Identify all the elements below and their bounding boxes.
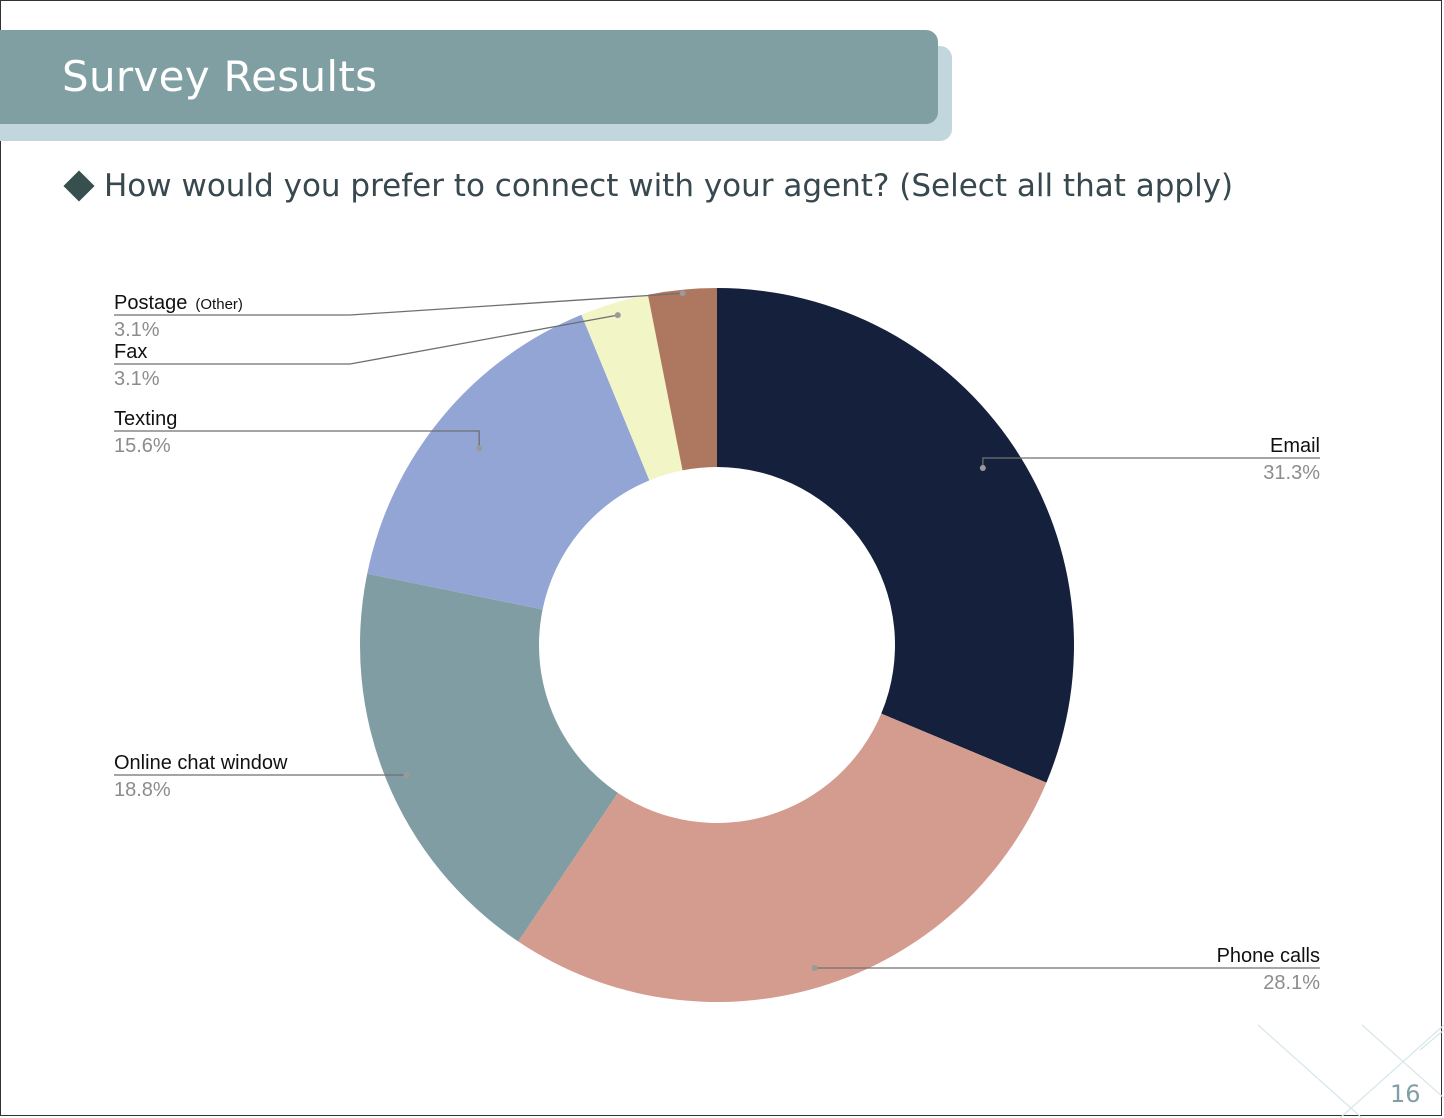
category-note-postage: (Other) [195, 296, 243, 313]
title-banner [0, 30, 938, 124]
page-number: 16 [1390, 1080, 1421, 1108]
leader-dot-email [979, 464, 986, 471]
leader-dot-phone-calls [811, 965, 818, 971]
category-label-phone-calls: Phone calls [1217, 945, 1320, 967]
leader-dot-texting [476, 445, 483, 452]
leader-dot-postage [679, 290, 686, 297]
value-label-online-chat-window: 18.8% [114, 779, 171, 801]
category-name-phone-calls: Phone calls [1217, 945, 1320, 967]
category-name-online-chat-window: Online chat window [114, 752, 288, 774]
category-label-fax: Fax [114, 341, 147, 363]
leader-line-texting [114, 430, 480, 449]
slice-texting [367, 314, 650, 610]
leader-dot-online-chat-window [403, 772, 410, 778]
slice-postage [647, 288, 717, 471]
value-label-postage: 3.1% [114, 319, 160, 341]
category-label-email: Email [1270, 435, 1320, 457]
leader-line-postage [114, 292, 683, 316]
leader-line-email [982, 457, 1320, 468]
category-name-fax: Fax [114, 341, 147, 363]
slide-title: Survey Results [62, 52, 378, 101]
leader-line-fax [114, 314, 618, 365]
value-label-phone-calls: 28.1% [1263, 972, 1320, 994]
slice-phone-calls [518, 713, 1047, 1002]
category-name-email: Email [1270, 435, 1320, 457]
slice-online-chat-window [359, 573, 618, 942]
leader-dot-fax [614, 312, 621, 319]
category-label-online-chat-window: Online chat window [114, 752, 288, 774]
question-text: How would you prefer to connect with you… [104, 168, 1234, 204]
category-label-texting: Texting [114, 408, 177, 430]
value-label-texting: 15.6% [114, 435, 171, 457]
slice-email [717, 288, 1074, 783]
slice-fax [581, 294, 683, 481]
corner-decoration [1257, 1024, 1444, 1118]
value-label-fax: 3.1% [114, 368, 160, 390]
category-name-postage: Postage [114, 292, 187, 314]
value-label-email: 31.3% [1263, 462, 1320, 484]
category-label-postage: Postage (Other) [114, 292, 243, 314]
category-name-texting: Texting [114, 408, 177, 430]
question-heading: How would you prefer to connect with you… [62, 168, 1233, 204]
